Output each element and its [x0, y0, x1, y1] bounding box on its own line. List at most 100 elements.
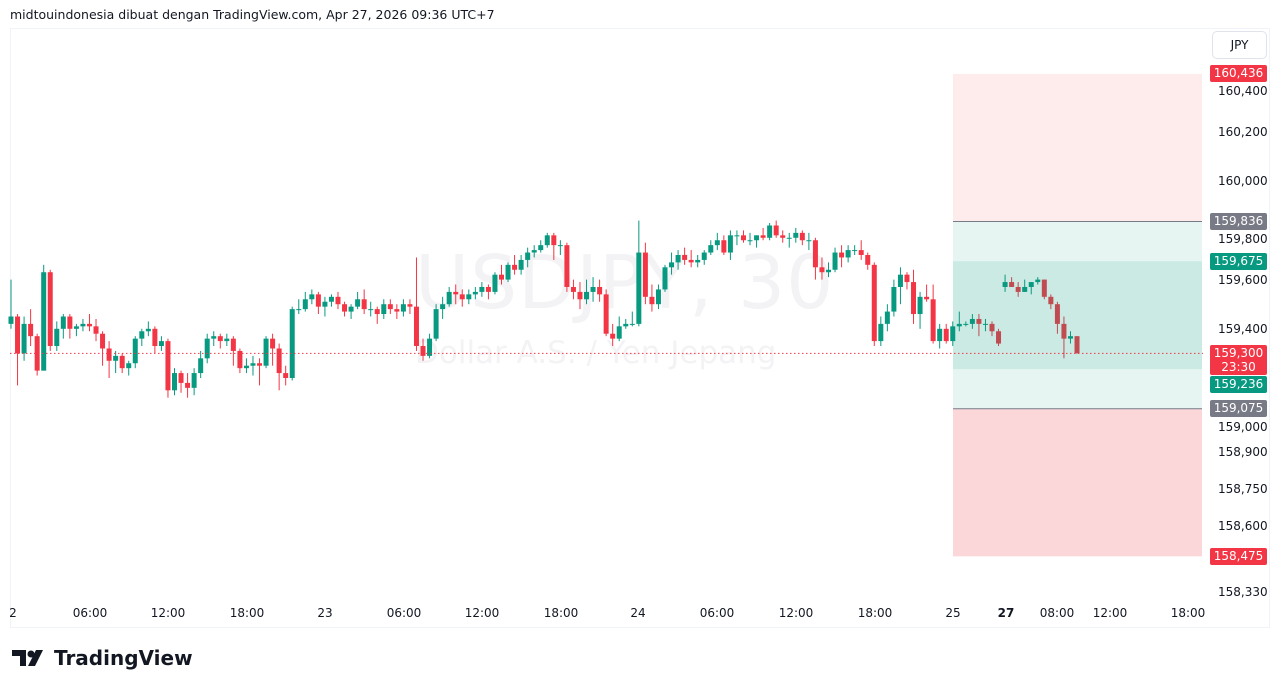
- price-tick: 158,900: [1218, 444, 1268, 459]
- candle-body: [799, 232, 805, 241]
- candle-body: [158, 341, 164, 347]
- candle-body: [557, 245, 563, 247]
- candle-body: [826, 269, 831, 273]
- candle-body: [865, 255, 871, 265]
- time-tick: 18:00: [1170, 606, 1206, 620]
- candle-body: [270, 338, 276, 349]
- candle-body: [786, 237, 792, 239]
- candle-body: [734, 235, 740, 237]
- candle-body: [54, 328, 60, 347]
- candle-body: [400, 304, 406, 312]
- candle-body: [302, 299, 308, 310]
- candle-body: [564, 245, 570, 287]
- candle-body: [374, 309, 380, 315]
- candle-body: [982, 323, 988, 325]
- price-tick: 160,400: [1218, 84, 1268, 99]
- candle-body: [387, 304, 393, 310]
- price-tick: 158,330: [1218, 585, 1268, 600]
- candle-body: [590, 286, 596, 292]
- candle-body: [603, 294, 609, 334]
- candle-body: [283, 373, 289, 378]
- candle-body: [8, 316, 14, 324]
- price-tick: 159,400: [1218, 321, 1268, 336]
- candle-body: [570, 286, 576, 292]
- bar-countdown: 23:30: [1221, 360, 1256, 375]
- candle-body: [819, 267, 825, 273]
- candle-body: [597, 286, 603, 295]
- candle-body: [904, 274, 910, 283]
- price-tick: 159,000: [1218, 420, 1268, 435]
- candle-body: [263, 338, 269, 366]
- candle-body: [499, 274, 504, 280]
- candle-body: [191, 373, 197, 388]
- candle-body: [289, 309, 295, 378]
- candle-body: [466, 294, 472, 300]
- candle-body: [1009, 282, 1015, 287]
- candle-body: [662, 267, 668, 290]
- candle-body: [943, 328, 949, 342]
- price-badge: 160,436: [1210, 65, 1267, 83]
- candle-body: [15, 316, 21, 354]
- candle-body: [682, 255, 688, 260]
- candle-body: [472, 291, 478, 295]
- candle-body: [544, 235, 550, 246]
- candle-body: [407, 304, 413, 307]
- candle-body: [727, 235, 733, 253]
- candle-body: [217, 336, 223, 342]
- candle-body: [655, 289, 661, 305]
- candle-body: [976, 318, 982, 324]
- candle-body: [211, 336, 217, 339]
- candle-body: [871, 264, 877, 342]
- candle-body: [492, 274, 498, 292]
- candle-body: [230, 338, 236, 351]
- candle-body: [551, 235, 557, 246]
- price-badge: 159,236: [1210, 376, 1267, 394]
- candle-body: [381, 304, 387, 315]
- lower-zone: [953, 408, 1202, 557]
- time-tick: 25: [945, 606, 961, 620]
- time-tick: 23: [317, 606, 333, 620]
- candle-body: [126, 363, 132, 369]
- logo-text: TradingView: [54, 646, 193, 670]
- price-badge: 158,475: [1210, 547, 1267, 565]
- candle-body: [1061, 323, 1067, 339]
- candle-body: [322, 301, 328, 307]
- time-tick: 06:00: [72, 606, 108, 620]
- candle-body: [812, 240, 818, 268]
- candle-body: [773, 225, 779, 236]
- candle-body: [806, 240, 812, 242]
- candle-body: [1022, 286, 1028, 292]
- candle-body: [950, 326, 956, 342]
- candle-body: [695, 259, 701, 263]
- candle-body: [237, 350, 243, 369]
- currency-button[interactable]: JPY: [1212, 31, 1267, 59]
- candle-body: [224, 338, 230, 342]
- candle-body: [420, 346, 426, 356]
- price-badge: 159,675: [1210, 252, 1267, 270]
- price-tick: 159,600: [1218, 272, 1268, 287]
- candle-body: [636, 252, 642, 324]
- time-tick: 12:00: [150, 606, 186, 620]
- candle-body: [754, 235, 760, 241]
- candle-body: [1015, 286, 1021, 292]
- candle-body: [512, 264, 518, 270]
- candle-body: [132, 338, 138, 364]
- candle-body: [937, 328, 943, 342]
- time-tick: 06:00: [386, 606, 422, 620]
- candle-body: [41, 272, 47, 371]
- price-tick: 158,750: [1218, 481, 1268, 496]
- candle-body: [250, 363, 256, 366]
- candle-body: [28, 323, 34, 337]
- candle-body: [649, 296, 655, 305]
- candle-body: [505, 264, 511, 280]
- tradingview-logo[interactable]: TradingView: [12, 646, 193, 670]
- candle-body: [878, 323, 884, 342]
- stop-zone: [953, 73, 1202, 222]
- candle-body: [427, 338, 433, 356]
- candle-body: [368, 309, 374, 311]
- candle-body: [852, 250, 858, 252]
- candle-body: [610, 333, 616, 339]
- candle-body: [21, 323, 27, 354]
- candle-body: [1002, 282, 1008, 287]
